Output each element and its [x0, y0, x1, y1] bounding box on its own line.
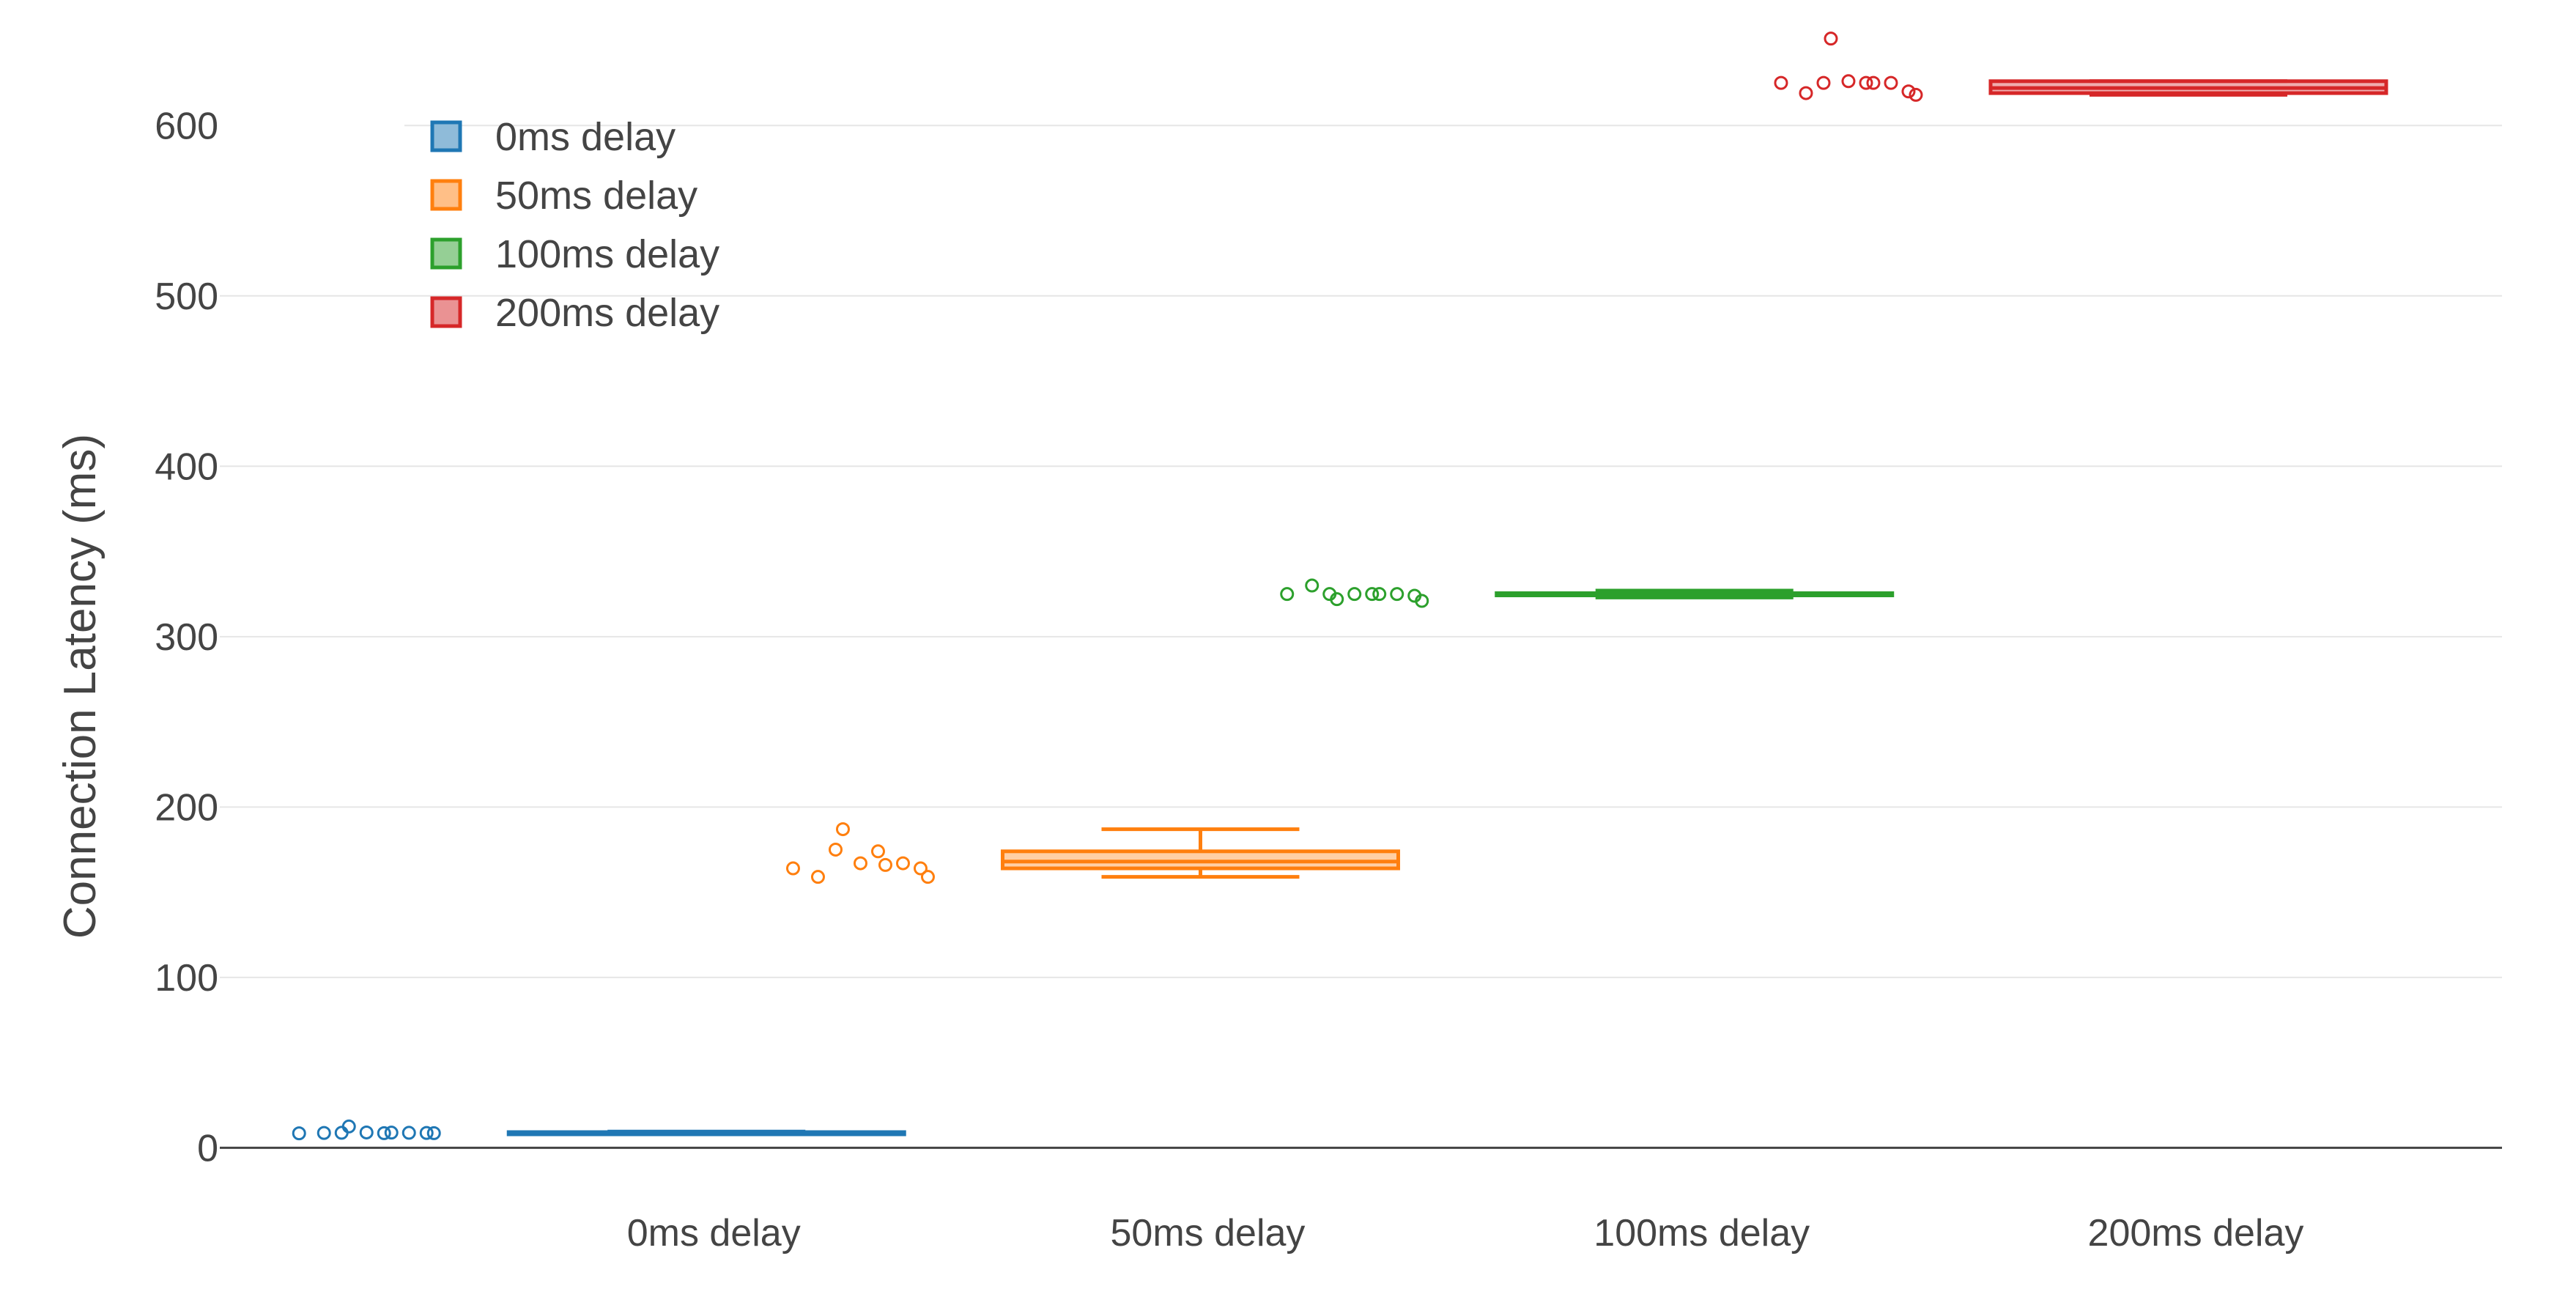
- data-point: [334, 1126, 349, 1140]
- data-point: [1901, 84, 1916, 99]
- legend[interactable]: 0ms delay 50ms delay 100ms delay 200ms dela…: [220, 115, 719, 335]
- legend-swatch: [430, 296, 462, 328]
- x-tick-label: 50ms delay: [1111, 1212, 1306, 1254]
- data-point: [1372, 587, 1387, 602]
- gridlines: [220, 125, 2502, 978]
- data-point: [895, 856, 910, 871]
- y-tick-label: 400: [155, 446, 218, 488]
- data-point: [785, 861, 800, 876]
- legend-item-1[interactable]: 0ms delay: [430, 115, 676, 159]
- legend-swatch: [430, 237, 462, 270]
- data-point: [1365, 587, 1380, 602]
- data-point: [1774, 75, 1788, 90]
- x-axis-ticks: 0ms delay 50ms delay 100ms delay 200ms dela…: [627, 1212, 2304, 1254]
- data-point: [1816, 75, 1831, 90]
- data-point: [913, 861, 928, 876]
- y-axis-title: Connection Latency (ms): [55, 434, 106, 939]
- data-point: [426, 1126, 441, 1140]
- x-tick-label: 0ms delay: [627, 1212, 801, 1254]
- data-point: [401, 1126, 416, 1140]
- x-tick-label: 100ms delay: [1594, 1212, 1810, 1254]
- legend-swatch: [430, 120, 462, 152]
- data-point: [1799, 86, 1813, 100]
- data-point: [1909, 87, 1923, 102]
- y-tick-label: 500: [155, 276, 218, 318]
- data-point: [317, 1126, 331, 1140]
- series-2: [785, 822, 1400, 884]
- data-point: [1866, 75, 1881, 90]
- y-tick-label: 600: [155, 105, 218, 147]
- series-1: [292, 1119, 906, 1141]
- y-tick-label: 300: [155, 616, 218, 659]
- data-point: [1347, 587, 1362, 602]
- series-4: [1774, 32, 2388, 102]
- series-3: [1280, 578, 1895, 608]
- data-point: [341, 1119, 356, 1134]
- legend-item-4[interactable]: 200ms delay: [430, 291, 719, 335]
- x-tick-label: 200ms delay: [2088, 1212, 2304, 1254]
- data-point: [1841, 74, 1856, 89]
- data-point: [810, 870, 825, 884]
- data-point: [835, 822, 850, 837]
- legend-label: 200ms delay: [495, 291, 719, 335]
- data-point: [377, 1126, 391, 1140]
- data-point: [878, 857, 892, 872]
- data-point: [1390, 587, 1404, 602]
- data-point: [828, 842, 843, 857]
- data-point: [384, 1126, 399, 1140]
- series-boxes: [292, 32, 2388, 1141]
- data-point: [1407, 588, 1422, 603]
- data-point: [359, 1125, 374, 1139]
- legend-label: 0ms delay: [495, 115, 676, 159]
- data-point: [292, 1126, 306, 1141]
- legend-label: 50ms delay: [495, 174, 697, 218]
- y-tick-label: 200: [155, 786, 218, 829]
- y-axis-ticks: 0 100 200 300 400 500 600: [155, 105, 218, 1169]
- y-tick-label: 100: [155, 957, 218, 999]
- data-point: [1280, 587, 1295, 602]
- data-point: [1884, 75, 1898, 90]
- data-point: [1824, 32, 1838, 46]
- data-point: [920, 870, 935, 884]
- legend-label: 100ms delay: [495, 232, 719, 276]
- legend-swatch: [430, 179, 462, 211]
- legend-item-3[interactable]: 100ms delay: [430, 232, 719, 276]
- y-tick-label: 0: [197, 1127, 218, 1169]
- data-point: [1305, 578, 1320, 593]
- data-point: [853, 856, 867, 871]
- data-point: [870, 844, 885, 859]
- legend-item-2[interactable]: 50ms delay: [430, 174, 697, 218]
- data-point: [1859, 75, 1873, 90]
- data-point: [419, 1126, 434, 1140]
- data-point: [1322, 587, 1337, 602]
